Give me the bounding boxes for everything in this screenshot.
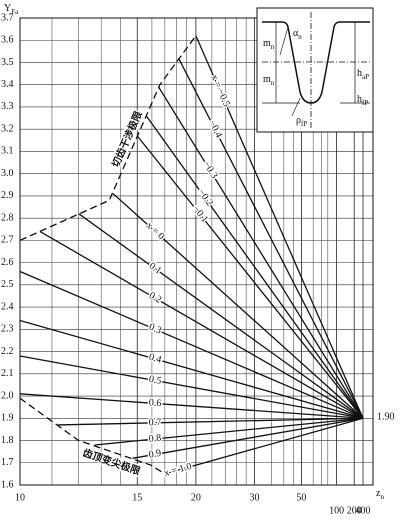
series-label: −0.3 bbox=[201, 160, 220, 181]
series-line bbox=[94, 417, 364, 446]
inset-label: hfP bbox=[357, 94, 368, 106]
y-tick-label: 1.7 bbox=[1, 457, 14, 468]
inset-label: mn bbox=[263, 38, 275, 50]
x-tick-label: 100 bbox=[329, 505, 344, 516]
y-tick-label: 3.6 bbox=[1, 35, 14, 46]
series-label: 0.2 bbox=[147, 290, 163, 306]
y-tick-label: 2.5 bbox=[1, 279, 14, 290]
y-tick-label: 3.1 bbox=[1, 146, 14, 157]
x-tick-label: 50 bbox=[296, 492, 306, 503]
series-line bbox=[132, 417, 364, 459]
series-line bbox=[78, 213, 364, 419]
inset-label: mn bbox=[263, 74, 275, 86]
y-tick-label: 1.8 bbox=[1, 435, 14, 446]
series-line bbox=[19, 319, 364, 419]
y-tick-label: 3.7 bbox=[1, 12, 14, 23]
y-tick-label: 3.2 bbox=[1, 123, 14, 134]
leader bbox=[291, 97, 301, 117]
series-line bbox=[195, 35, 364, 419]
y-tick-label: 3.4 bbox=[1, 79, 14, 90]
series-line bbox=[19, 355, 364, 419]
y-tick-label: 3.0 bbox=[1, 168, 14, 179]
series-line bbox=[19, 270, 364, 419]
y-tick-label: 1.9 bbox=[1, 413, 14, 424]
y-tick-label: 1.6 bbox=[1, 479, 14, 490]
limit-curve bbox=[19, 397, 166, 475]
series-line bbox=[39, 230, 364, 419]
y-tick-label: 2.9 bbox=[1, 190, 14, 201]
y-tick-label: 2.3 bbox=[1, 324, 14, 335]
series-label: 0.5 bbox=[148, 374, 162, 387]
inset-label-sub: fP bbox=[301, 120, 307, 128]
inset-label-main: h bbox=[357, 94, 362, 105]
inset-label-sub: n bbox=[271, 43, 275, 51]
inset-label-sub: n bbox=[298, 33, 302, 41]
series-line bbox=[145, 115, 364, 419]
y-tick-label: 2.0 bbox=[1, 390, 14, 401]
series-line bbox=[164, 417, 364, 475]
series-label: 0.8 bbox=[148, 433, 162, 445]
inset-label-sub: aP bbox=[362, 73, 369, 81]
series-label: 0.4 bbox=[148, 352, 163, 366]
angle-line bbox=[279, 26, 289, 56]
series-line bbox=[112, 193, 364, 419]
series-line bbox=[177, 57, 364, 419]
inset-box bbox=[256, 7, 374, 133]
inset-label-main: m bbox=[263, 74, 271, 85]
convergence-label: 1.90 bbox=[377, 412, 395, 423]
inset-label: αn bbox=[293, 28, 302, 40]
x-tick-label: 10 bbox=[15, 492, 25, 503]
inset-label: haP bbox=[357, 68, 369, 80]
y-tick-label: 2.8 bbox=[1, 212, 14, 223]
series-label: 0.7 bbox=[149, 417, 162, 428]
y-tick-label: 3.5 bbox=[1, 57, 14, 68]
y-tick-label: 2.1 bbox=[1, 368, 14, 379]
x-tick-label: 15 bbox=[132, 492, 142, 503]
inset-label-main: m bbox=[263, 38, 271, 49]
x-tick-label: 400 bbox=[356, 505, 371, 516]
x-tick-label: 20 bbox=[191, 492, 201, 503]
plot-frame bbox=[19, 17, 374, 486]
series-line bbox=[136, 135, 364, 419]
limit-label: 齿顶变尖极限 bbox=[81, 446, 143, 478]
inset-label-sub: fP bbox=[362, 99, 368, 107]
series-label: 0.9 bbox=[148, 448, 162, 461]
inset-label-main: ρ bbox=[296, 115, 301, 126]
series-line bbox=[158, 86, 364, 419]
y-tick-label: 2.4 bbox=[1, 301, 14, 312]
series-line bbox=[19, 393, 364, 419]
y-tick-label: 2.7 bbox=[1, 235, 14, 246]
series-line bbox=[57, 417, 364, 426]
series-label: 0.3 bbox=[147, 322, 163, 337]
inset-label-main: α bbox=[293, 28, 299, 39]
y-axis-label: YFa bbox=[4, 3, 19, 15]
x-tick-label: 200 bbox=[347, 505, 362, 516]
y-tick-label: 2.2 bbox=[1, 346, 14, 357]
inset-label-main: h bbox=[357, 68, 362, 79]
series-label: x = 1.0 bbox=[163, 461, 193, 479]
series-label: 0.6 bbox=[148, 397, 161, 409]
x-tick-label: 30 bbox=[250, 492, 260, 503]
inset-label-sub: n bbox=[271, 79, 275, 87]
limit-curve bbox=[19, 35, 197, 241]
inset-label: ρfP bbox=[296, 115, 307, 127]
y-tick-label: 3.3 bbox=[1, 101, 14, 112]
y-tick-label: 2.6 bbox=[1, 257, 14, 268]
x-axis-label: zn bbox=[376, 488, 384, 500]
